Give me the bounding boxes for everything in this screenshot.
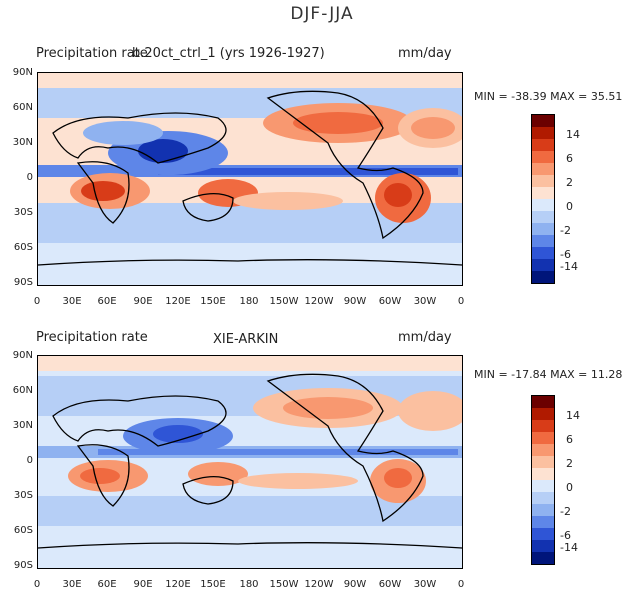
precip-map bbox=[37, 355, 463, 569]
panel-stats: MIN = -38.39 MAX = 35.51 bbox=[474, 90, 623, 103]
lon-label: 60W bbox=[378, 296, 402, 307]
colorbar-label: 6 bbox=[566, 433, 573, 446]
lon-label: 120W bbox=[304, 579, 334, 590]
panel-title-center: b.20ct_ctrl_1 (yrs 1926-1927) bbox=[132, 46, 325, 61]
precip-field bbox=[38, 356, 462, 568]
lat-label: 60S bbox=[13, 525, 33, 536]
lon-label: 90W bbox=[343, 579, 367, 590]
lat-label: 30N bbox=[12, 137, 33, 148]
colorbar-label: -2 bbox=[560, 505, 571, 518]
lat-label: 90N bbox=[12, 67, 33, 78]
lat-label: 30N bbox=[12, 420, 33, 431]
lon-label: 120E bbox=[165, 296, 191, 307]
lon-label: 30E bbox=[62, 579, 82, 590]
precip-field bbox=[38, 73, 462, 285]
lon-label: 30W bbox=[413, 296, 437, 307]
lon-label: 60E bbox=[97, 579, 117, 590]
panel-units: mm/day bbox=[398, 330, 452, 345]
colorbar-label: -6 bbox=[560, 248, 571, 261]
lon-label: 60E bbox=[97, 296, 117, 307]
figure-title: DJF-JJA bbox=[290, 4, 354, 24]
colorbar-label: 2 bbox=[566, 457, 573, 470]
colorbar-label: 0 bbox=[566, 200, 573, 213]
panel-title-left: Precipitation rate bbox=[36, 330, 148, 345]
colorbar-label: -2 bbox=[560, 224, 571, 237]
lon-label: 30E bbox=[62, 296, 82, 307]
lat-label: 60S bbox=[13, 242, 33, 253]
lon-label: 150E bbox=[200, 579, 226, 590]
colorbar-label: 0 bbox=[566, 481, 573, 494]
lat-label: 90S bbox=[13, 560, 33, 571]
lat-label: 30S bbox=[13, 207, 33, 218]
lat-label: 0 bbox=[26, 172, 33, 183]
lon-label: 150W bbox=[269, 579, 299, 590]
colorbar bbox=[531, 395, 555, 565]
lat-label: 30S bbox=[13, 490, 33, 501]
colorbar-label: -6 bbox=[560, 529, 571, 542]
colorbar-label: 6 bbox=[566, 152, 573, 165]
panel-units: mm/day bbox=[398, 46, 452, 61]
lon-label: 0 bbox=[33, 296, 41, 307]
lon-label: 150E bbox=[200, 296, 226, 307]
lon-label: 0 bbox=[457, 579, 465, 590]
panel-title-center: XIE-ARKIN bbox=[213, 332, 279, 347]
panel-title-left: Precipitation rate bbox=[36, 46, 148, 61]
lon-label: 120W bbox=[304, 296, 334, 307]
colorbar bbox=[531, 114, 555, 284]
lon-label: 90E bbox=[133, 579, 153, 590]
lon-label: 120E bbox=[165, 579, 191, 590]
lon-label: 90E bbox=[133, 296, 153, 307]
lon-label: 0 bbox=[33, 579, 41, 590]
colorbar-label: -14 bbox=[560, 541, 578, 554]
lat-label: 0 bbox=[26, 455, 33, 466]
lon-label: 180 bbox=[239, 579, 259, 590]
lon-label: 180 bbox=[239, 296, 259, 307]
lon-label: 90W bbox=[343, 296, 367, 307]
lat-label: 90N bbox=[12, 350, 33, 361]
lat-label: 60N bbox=[12, 385, 33, 396]
lat-label: 90S bbox=[13, 277, 33, 288]
colorbar-label: 14 bbox=[566, 128, 580, 141]
lon-label: 150W bbox=[269, 296, 299, 307]
lon-label: 30W bbox=[413, 579, 437, 590]
colorbar-label: 2 bbox=[566, 176, 573, 189]
lon-label: 60W bbox=[378, 579, 402, 590]
panel-stats: MIN = -17.84 MAX = 11.28 bbox=[474, 368, 623, 381]
lat-label: 60N bbox=[12, 102, 33, 113]
colorbar-label: 14 bbox=[566, 409, 580, 422]
lon-label: 0 bbox=[457, 296, 465, 307]
colorbar-label: -14 bbox=[560, 260, 578, 273]
precip-map bbox=[37, 72, 463, 286]
